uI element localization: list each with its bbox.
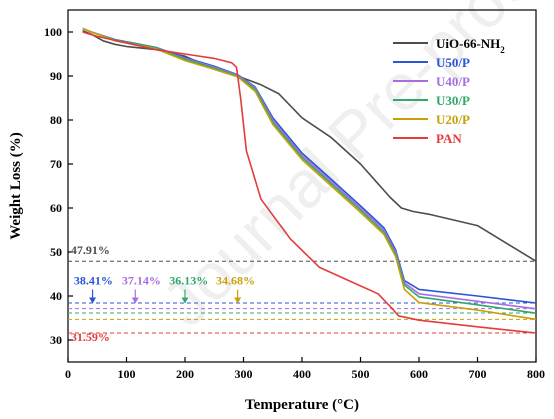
legend-label: UiO-66-NH2 xyxy=(436,36,505,55)
annotation-label: 36.13% xyxy=(169,274,208,288)
x-tick-label: 200 xyxy=(176,367,194,381)
x-tick-label: 0 xyxy=(65,367,71,381)
x-tick-label: 600 xyxy=(410,367,428,381)
series-line-pan xyxy=(82,31,537,334)
x-tick-label: 500 xyxy=(352,367,370,381)
series-line-uio-66-nh xyxy=(82,29,537,262)
y-tick-label: 100 xyxy=(44,25,62,39)
y-tick-label: 30 xyxy=(50,333,62,347)
y-tick-label: 50 xyxy=(50,245,62,259)
annotation-label: 37.14% xyxy=(122,274,161,288)
x-axis-label: Temperature (°C) xyxy=(245,397,359,413)
y-tick-label: 60 xyxy=(50,201,62,215)
annotation-label: 34.68% xyxy=(216,274,255,288)
annotation-label: 31.59% xyxy=(71,330,110,344)
y-axis-label: Weight Loss (%) xyxy=(8,132,24,240)
legend-label: U20/P xyxy=(436,112,470,127)
x-tick-label: 700 xyxy=(469,367,487,381)
legend-label: PAN xyxy=(436,131,462,146)
series-lines xyxy=(82,27,537,334)
y-tick-label: 80 xyxy=(50,113,62,127)
y-tick-label: 90 xyxy=(50,69,62,83)
series-line-u30-p xyxy=(82,27,537,314)
annotations: 47.91% 38.41% 37.14% 36.13% 34.68% 31.59% xyxy=(71,243,255,344)
y-tick-label: 40 xyxy=(50,289,62,303)
legend-label: U30/P xyxy=(436,93,470,108)
annotation-label: 47.91% xyxy=(71,243,110,257)
axis-ticks: 0 100 200 300 400 500 600 700 800 30 40 50 60 70 80 90 1… xyxy=(44,25,545,381)
legend-label: U40/P xyxy=(436,74,470,89)
annotation-arrow-head xyxy=(234,297,242,304)
annotation-arrow-head xyxy=(89,297,97,304)
x-tick-label: 400 xyxy=(293,367,311,381)
x-tick-label: 300 xyxy=(235,367,253,381)
annotation-label: 38.41% xyxy=(74,274,113,288)
legend-label: U50/P xyxy=(436,55,470,70)
reference-lines xyxy=(68,260,536,334)
annotation-arrow-head xyxy=(181,297,189,304)
y-tick-label: 70 xyxy=(50,157,62,171)
x-tick-label: 100 xyxy=(118,367,136,381)
annotation-arrow-head xyxy=(131,297,139,304)
x-tick-label: 800 xyxy=(527,367,545,381)
